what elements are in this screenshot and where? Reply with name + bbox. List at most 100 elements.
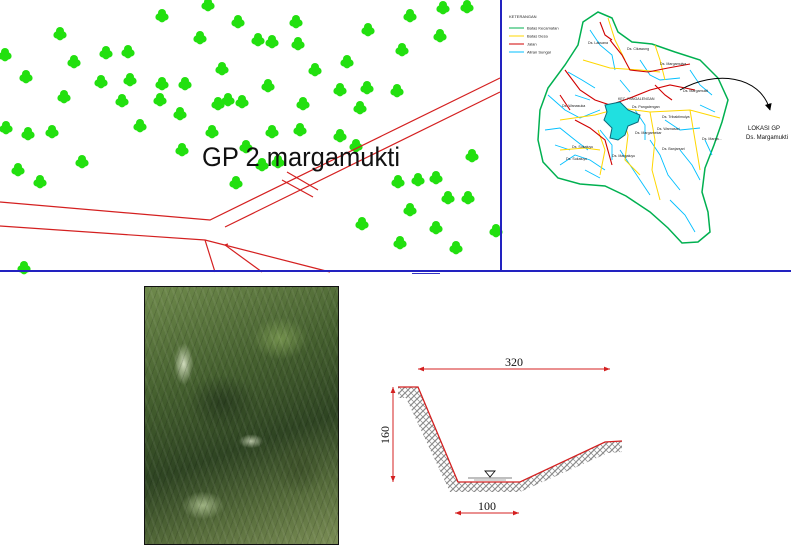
tree-symbol	[429, 171, 443, 185]
village-label-banjarsari: Ds. Banjarsari	[662, 147, 685, 151]
tree-symbol	[11, 163, 25, 177]
tree-symbol	[271, 155, 285, 169]
tree-symbol	[333, 83, 347, 97]
tree-symbol	[291, 37, 305, 51]
tree-symbol	[361, 23, 375, 37]
tree-symbol	[57, 90, 71, 104]
tree-symbol	[265, 35, 279, 49]
legend-label-village: Batas Desa	[527, 34, 548, 39]
soil-hatch	[398, 387, 622, 492]
tree-symbol	[333, 129, 347, 143]
dim-height-label: 160	[378, 426, 392, 444]
tree-symbol	[355, 217, 369, 231]
road-branch	[204, 239, 216, 273]
tree-symbol	[411, 173, 425, 187]
site-plan-panel: GP 2 margamukti ——	[0, 0, 503, 280]
tree-symbol	[393, 236, 407, 250]
tree-symbol	[155, 77, 169, 91]
channel-cross-section: 320 160 100	[378, 355, 623, 516]
legend-label-district: Batas Kecamatan	[527, 26, 559, 31]
tree-symbol	[353, 101, 367, 115]
callout-line-1: LOKASI GP	[748, 126, 780, 132]
culvert-symbol	[281, 171, 319, 198]
tree-symbol	[211, 97, 225, 111]
tree-symbol	[99, 46, 113, 60]
callout-line-2: Ds. Margamukti	[746, 135, 788, 141]
tree-symbol	[33, 175, 47, 189]
tree-symbol	[0, 48, 12, 62]
road-left-bottom	[0, 225, 331, 273]
district-boundary	[537, 11, 729, 244]
village-label-margamekar: Ds. Margamekar	[635, 131, 662, 135]
tree-symbol	[390, 84, 404, 98]
legend-label-road: Jalan	[527, 42, 537, 47]
tree-symbol	[261, 79, 275, 93]
tree-symbol	[221, 93, 235, 107]
tree-symbol	[429, 221, 443, 235]
road-right-edge	[223, 243, 263, 273]
tree-symbol	[53, 27, 67, 41]
village-labels: Ds. Laksana Ds. Cikawung Ds. Margamulya …	[562, 41, 722, 161]
tree-symbol	[45, 125, 59, 139]
tree-symbol	[461, 191, 475, 205]
tree-symbol	[449, 241, 463, 255]
tree-symbol	[201, 0, 215, 12]
tree-symbol	[178, 77, 192, 91]
tree-symbol	[175, 143, 189, 157]
tree-symbol	[293, 123, 307, 137]
site-plan-label: GP 2 margamukti	[202, 142, 400, 172]
tree-symbol	[153, 93, 167, 107]
tree-symbol	[360, 81, 374, 95]
site-photo	[144, 286, 339, 545]
road-lines	[0, 77, 501, 273]
tree-symbol	[239, 140, 253, 154]
village-label-pangalengan: Ds. Pangalengan	[632, 105, 660, 109]
tree-symbol	[231, 15, 245, 29]
reservoir	[603, 101, 641, 141]
photo-texture	[145, 287, 338, 544]
village-label-margamukti: Ds. Margamukti	[683, 89, 708, 93]
village-label-sukaluyu: Ds. Sukaluyu	[572, 145, 593, 149]
village-label-wanasuka: Ds. Wanasuka	[562, 104, 585, 108]
tree-symbol	[460, 0, 474, 14]
tree-symbol	[17, 261, 31, 275]
village-label-warnasari: Ds. Warnasari	[657, 127, 680, 131]
village-label-margamulya: Ds. Margamulya	[660, 62, 686, 66]
tree-symbol	[251, 33, 265, 47]
legend-label-river: Aliran Sungai	[527, 50, 551, 55]
tree-symbol	[436, 1, 450, 15]
village-label-marga: Ds. Marga...	[702, 137, 722, 141]
tree-symbol	[173, 107, 187, 121]
tree-symbol	[115, 94, 129, 108]
tree-symbol	[94, 75, 108, 89]
tree-symbol	[193, 31, 207, 45]
village-label-sukaluyu-west: Ds. Sukaluyu	[566, 157, 587, 161]
tree-symbol	[395, 43, 409, 57]
tree-symbol	[21, 127, 35, 141]
tree-symbol	[155, 9, 169, 23]
district-label: KEC. PANGALENGAN	[618, 97, 655, 101]
callout-arrow	[679, 77, 772, 111]
tree-symbols	[0, 0, 503, 275]
location-map-panel: KETERANGAN Batas Kecamatan Batas Desa Ja…	[509, 11, 788, 244]
tree-symbol	[205, 125, 219, 139]
tree-symbol	[289, 15, 303, 29]
tree-symbol	[123, 73, 137, 87]
village-label-laksana: Ds. Laksana	[588, 41, 608, 45]
tree-symbol	[133, 119, 147, 133]
tree-symbol	[215, 62, 229, 76]
tree-symbol	[465, 149, 479, 163]
legend-title: KETERANGAN	[509, 14, 537, 19]
village-label-margaluyu: Ds. Margaluyu	[612, 154, 635, 158]
village-label-tribaktimulya: Ds. Tribaktimulya	[662, 115, 690, 119]
channel-profile	[398, 386, 623, 483]
tree-symbol	[121, 45, 135, 59]
road-left-top	[0, 77, 501, 221]
tree-symbol	[75, 155, 89, 169]
tree-symbol	[403, 9, 417, 23]
tree-symbol	[229, 176, 243, 190]
road-right-lower	[224, 91, 501, 228]
tree-symbol	[391, 175, 405, 189]
tree-symbol	[255, 158, 269, 172]
